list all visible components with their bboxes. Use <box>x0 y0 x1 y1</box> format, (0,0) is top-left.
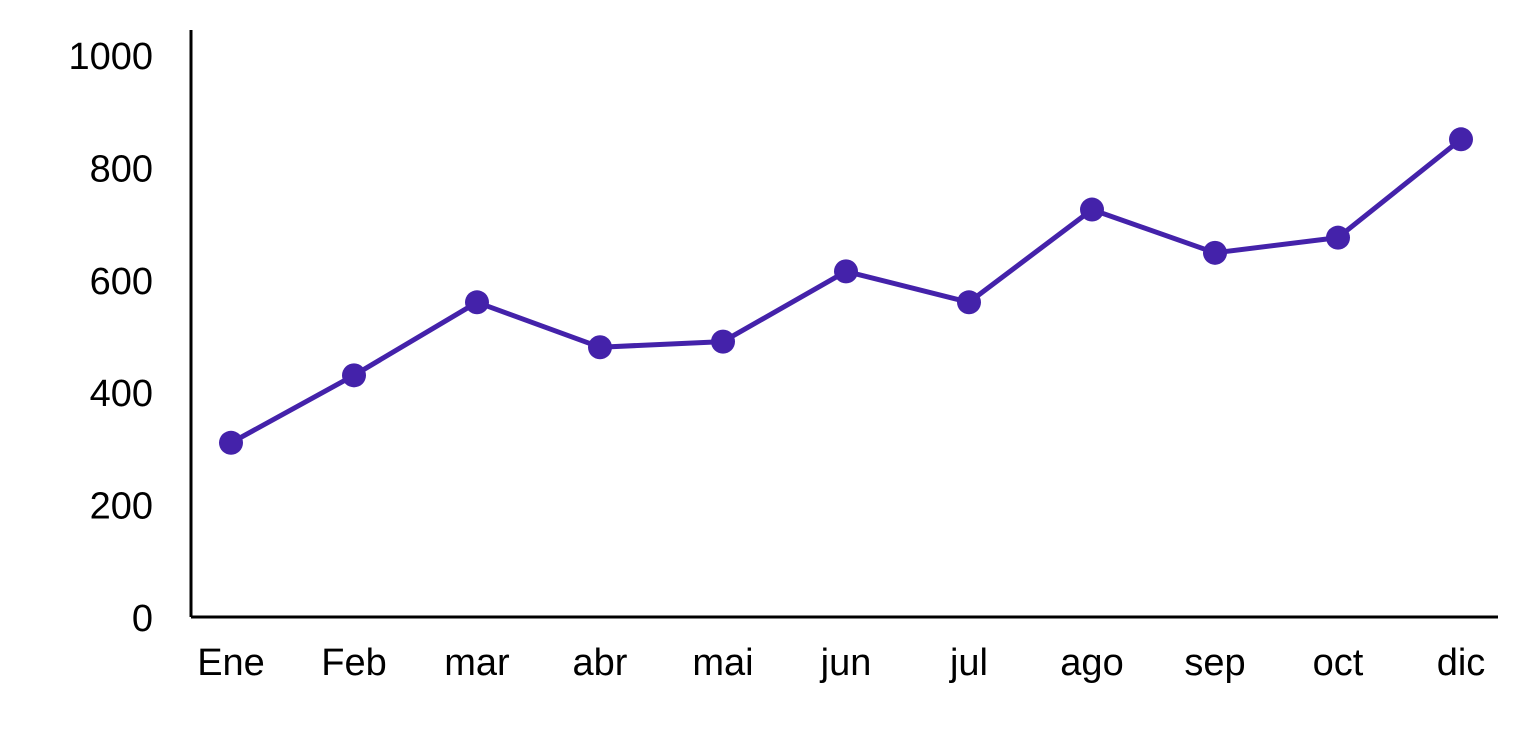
x-tick-label: Ene <box>197 642 265 684</box>
y-tick-label: 200 <box>90 486 153 528</box>
data-point <box>834 259 858 284</box>
series <box>219 127 1473 455</box>
y-tick-label: 1000 <box>68 36 153 78</box>
data-point <box>342 363 366 388</box>
axes <box>189 30 1498 619</box>
x-tick-label: dic <box>1437 642 1486 684</box>
y-tick-label: 800 <box>90 148 153 190</box>
data-point <box>1203 240 1227 265</box>
x-tick-label: Feb <box>321 642 386 684</box>
data-point <box>588 335 612 360</box>
x-tick-labels: Ene Feb mar abr mai jun jul ago sep oct dic <box>197 642 1485 684</box>
x-tick-label: jun <box>820 642 872 684</box>
x-tick-label: mar <box>444 642 510 684</box>
y-tick-labels: 0 200 400 600 800 1000 <box>68 36 153 640</box>
x-tick-label: sep <box>1184 642 1245 684</box>
y-tick-label: 0 <box>132 598 153 640</box>
data-point <box>465 290 489 315</box>
data-point <box>1080 197 1104 222</box>
data-point <box>1449 127 1473 152</box>
y-tick-label: 400 <box>90 373 153 415</box>
y-tick-label: 600 <box>90 261 153 303</box>
data-point <box>957 290 981 315</box>
x-tick-label: mai <box>692 642 753 684</box>
x-tick-label: ago <box>1060 642 1123 684</box>
x-tick-label: oct <box>1313 642 1364 684</box>
series-line <box>228 136 1464 446</box>
x-tick-label: abr <box>573 642 628 684</box>
data-point <box>1326 225 1350 250</box>
data-point <box>711 329 735 354</box>
data-point <box>219 430 243 455</box>
x-tick-label: jul <box>949 642 988 684</box>
